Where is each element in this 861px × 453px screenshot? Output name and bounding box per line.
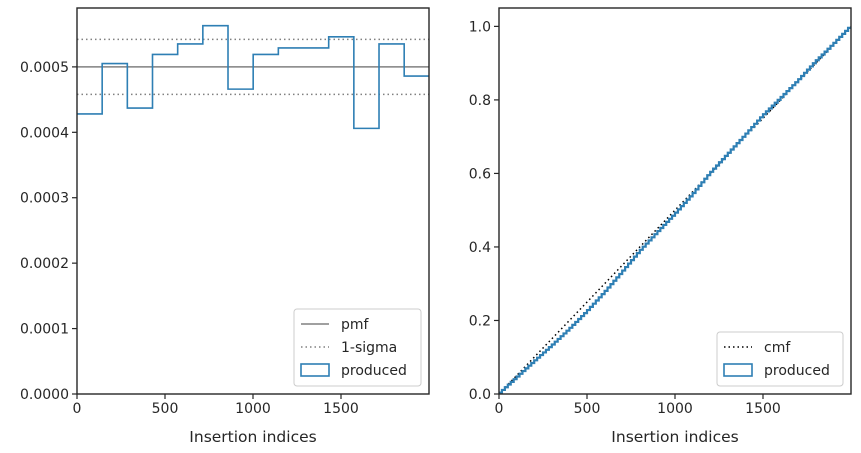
legend: pmf 1-sigma produced xyxy=(293,308,422,387)
y-tick-label: 0.0002 xyxy=(20,256,69,272)
y-tick-label: 0.6 xyxy=(469,166,491,182)
x-tick-label: 0 xyxy=(495,401,504,417)
y-tick-label: 0.2 xyxy=(469,313,491,329)
y-tick-label: 0.4 xyxy=(469,240,491,256)
y-tick-label: 0.0003 xyxy=(20,191,69,207)
legend-swatch-produced xyxy=(723,363,753,377)
legend-label-pmf: pmf xyxy=(341,317,370,333)
right-panel-cmf: 0 500 1000 1500 0.0 0.2 0.4 0.6 0.8 1.0 Insertion … xyxy=(469,7,852,446)
legend-label-produced: produced xyxy=(341,363,407,379)
produced-step-histogram xyxy=(77,24,429,130)
left-panel-pmf-histogram: 0 500 1000 1500 0.0000 0.0001 0.0002 0.0003 0.00… xyxy=(20,7,430,446)
x-tick-label: 500 xyxy=(152,401,179,417)
legend: cmf produced xyxy=(716,331,844,387)
x-tick-label: 0 xyxy=(73,401,82,417)
y-tick-label: 0.0000 xyxy=(20,387,69,403)
x-tick-label: 1000 xyxy=(235,401,271,417)
x-tick-label: 1500 xyxy=(323,401,359,417)
legend-label-cmf: cmf xyxy=(764,340,791,356)
legend-label-1-sigma: 1-sigma xyxy=(341,340,397,356)
plot-area xyxy=(499,25,851,394)
plot-area xyxy=(77,24,429,130)
legend-swatch-produced xyxy=(300,363,330,377)
y-tick-label: 1.0 xyxy=(469,19,491,35)
legend-box xyxy=(716,331,844,387)
x-axis-label: Insertion indices xyxy=(189,428,316,446)
y-tick-label: 0.0004 xyxy=(20,125,69,141)
x-tick-label: 1000 xyxy=(657,401,693,417)
x-tick-label: 500 xyxy=(574,401,601,417)
y-tick-label: 0.0001 xyxy=(20,322,69,338)
legend-box xyxy=(293,308,422,387)
y-tick-label: 0.0005 xyxy=(20,60,69,76)
y-tick-label: 0.0 xyxy=(469,387,491,403)
legend-label-produced: produced xyxy=(764,363,830,379)
x-tick-label: 1500 xyxy=(745,401,781,417)
produced-cumulative-line xyxy=(499,26,851,394)
x-axis-label: Insertion indices xyxy=(611,428,738,446)
y-tick-label: 0.8 xyxy=(469,93,491,109)
